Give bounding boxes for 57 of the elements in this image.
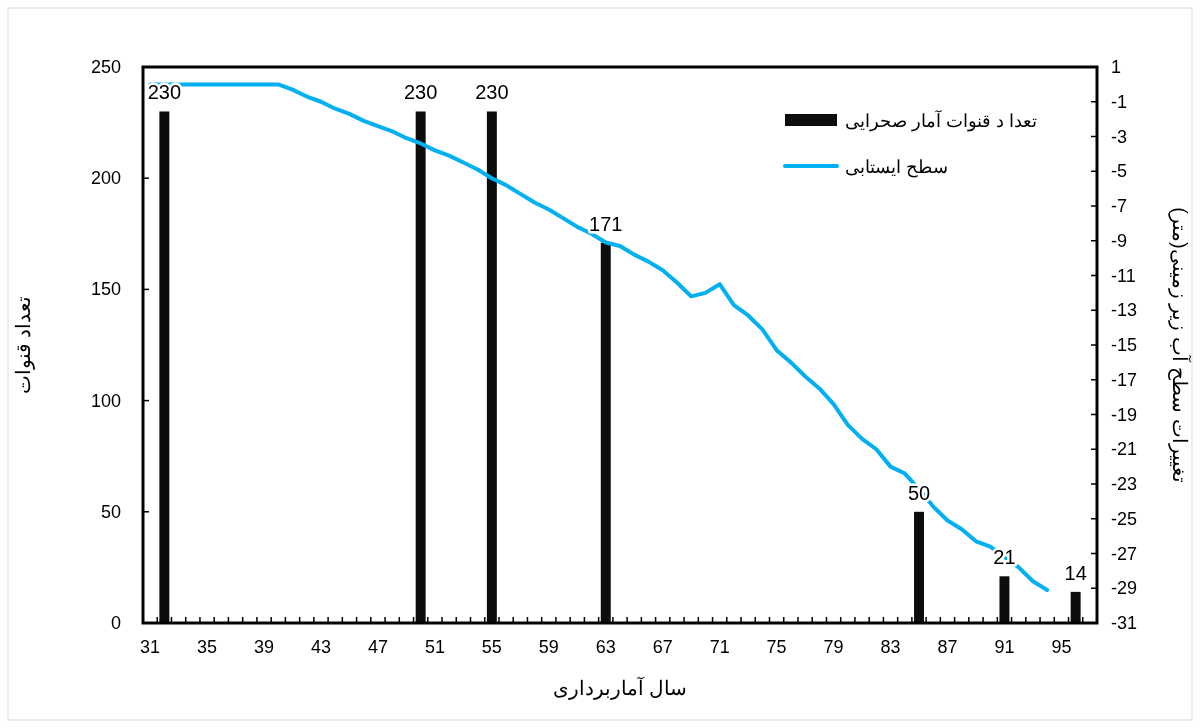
y2-tick-label: -31 — [1111, 613, 1138, 633]
y2-tick-label: -29 — [1111, 578, 1138, 599]
bar — [914, 511, 924, 623]
y-tick-label: 100 — [90, 390, 121, 411]
y2-tick-label: -3 — [1111, 126, 1128, 147]
bar — [159, 111, 170, 623]
y2-tick-label: -11 — [1111, 265, 1136, 286]
y2-tick-label: -21 — [1111, 439, 1138, 460]
legend-label: سطح ایستابی — [845, 157, 949, 178]
y2-tick-label: -13 — [1111, 300, 1138, 321]
bar — [600, 242, 611, 623]
y-tick-label: 150 — [90, 279, 121, 300]
legend-label: تعدا د قنوات آمار صحرایی — [845, 110, 1038, 132]
x-tick-label: 39 — [254, 637, 275, 657]
y2-tick-label: -17 — [1111, 369, 1138, 390]
bar — [1070, 591, 1081, 623]
x-tick-label: 63 — [595, 637, 616, 657]
y-tick-label: 200 — [90, 168, 121, 189]
y-tick-label: 250 — [90, 57, 121, 77]
y2-tick-label: -1 — [1111, 91, 1128, 112]
y-tick-label: 0 — [110, 613, 121, 633]
data-label: 230 — [147, 81, 182, 104]
x-tick-label: 55 — [481, 637, 502, 657]
x-tick-label: 87 — [937, 637, 958, 657]
y2-tick-label: -9 — [1111, 230, 1128, 251]
y2-axis-title: تغییرات سطح آب زیر زمینی(متر) — [1168, 207, 1192, 483]
bar — [999, 576, 1010, 623]
bar — [486, 111, 497, 623]
y-tick-label: 50 — [100, 501, 121, 522]
x-tick-label: 95 — [1051, 637, 1072, 657]
x-tick-label: 67 — [652, 637, 673, 657]
x-tick-label: 75 — [766, 637, 787, 657]
data-label: 14 — [1064, 561, 1087, 584]
y2-tick-label: -19 — [1111, 404, 1138, 425]
data-label: 230 — [403, 81, 438, 104]
x-tick-label: 43 — [310, 637, 331, 657]
x-axis-title: سال آماربرداری — [552, 676, 688, 700]
y-axis-title: تعداد قنوات — [12, 295, 35, 395]
y2-tick-label: -23 — [1111, 474, 1138, 494]
x-tick-label: 79 — [823, 637, 844, 657]
x-tick-label: 91 — [994, 637, 1015, 657]
y2-tick-label: -5 — [1111, 161, 1128, 182]
y2-tick-label: 1 — [1111, 57, 1122, 77]
x-tick-label: 35 — [197, 637, 218, 657]
x-tick-label: 71 — [709, 637, 730, 657]
y2-tick-label: -7 — [1111, 196, 1128, 216]
x-tick-label: 59 — [538, 637, 559, 657]
bar — [415, 111, 426, 623]
x-tick-label: 47 — [367, 637, 388, 657]
x-tick-label: 51 — [424, 637, 445, 657]
data-label: 230 — [475, 81, 509, 104]
y2-tick-label: -25 — [1111, 508, 1138, 529]
x-tick-label: 31 — [140, 637, 161, 657]
x-tick-label: 83 — [880, 637, 901, 657]
y2-tick-label: -27 — [1111, 543, 1138, 564]
y2-tick-label: -15 — [1111, 335, 1138, 355]
data-label: 171 — [589, 212, 623, 235]
